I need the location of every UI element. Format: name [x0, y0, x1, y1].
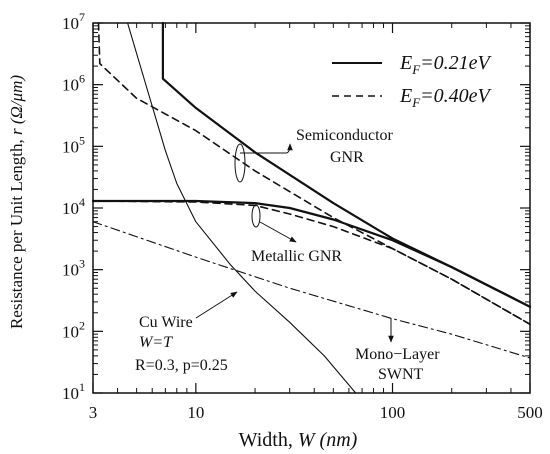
y-tick-label: 105	[62, 133, 85, 156]
semiconductor-gnr-label: Semiconductor GNR	[296, 127, 397, 166]
annotations: Semiconductor GNR Metallic GNR Cu Wire W…	[135, 127, 444, 383]
y-tick-label: 106	[62, 72, 85, 95]
y-tick-label: 107	[62, 10, 85, 33]
series-line-cu-wire-solid-thin	[127, 22, 357, 394]
semiconductor-arrow	[240, 143, 293, 154]
metallic-bracket	[251, 204, 261, 228]
x-tick-label: 3	[89, 403, 98, 422]
x-axis-title: Width, W (nm)	[239, 429, 358, 451]
swnt-label: Mono−Layer SWNT	[355, 346, 444, 383]
metallic-arrow	[259, 221, 297, 243]
x-tick-label: 10	[187, 403, 204, 422]
y-axis-title: Resistance per Unit Length, r (Ω/μm)	[7, 75, 26, 329]
metallic-gnr-label: Metallic GNR	[251, 248, 342, 265]
x-tick-label: 100	[380, 403, 406, 422]
y-tick-label: 101	[62, 380, 85, 403]
cu-wire-arrow	[195, 291, 238, 319]
legend-entry-1: EF=0.40eV	[399, 85, 493, 110]
series-line-metallic-gnr-dashed	[92, 200, 531, 326]
data-series	[91, 21, 532, 394]
y-tick-label: 103	[62, 257, 85, 280]
cu-wire-label: Cu Wire W=T R=0.3, p=0.25	[135, 314, 228, 374]
series-line-metallic-gnr-solid	[91, 199, 532, 308]
axis-ticks: 3 10 100 500 101 102 103 104 105 106 107	[62, 10, 543, 422]
y-tick-label: 104	[62, 195, 85, 218]
legend: EF=0.21eV EF=0.40eV	[332, 52, 493, 110]
x-tick-label: 500	[517, 403, 543, 422]
series-line-mono-layer-swnt-dashdot	[92, 221, 531, 359]
y-tick-label: 102	[62, 318, 85, 341]
semiconductor-bracket	[234, 143, 246, 183]
plot-frame	[92, 22, 531, 394]
legend-entry-0: EF=0.21eV	[399, 52, 493, 77]
